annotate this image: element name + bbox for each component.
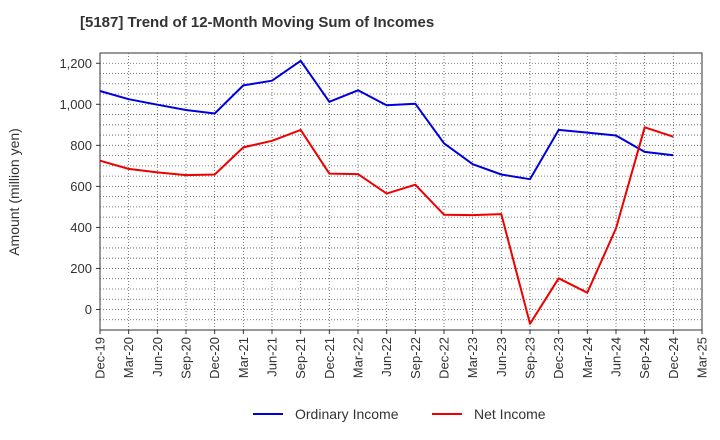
x-tick-label: Mar-24	[580, 337, 595, 378]
x-tick-label: Mar-23	[465, 337, 480, 378]
series-lines	[99, 59, 674, 325]
x-tick-label: Jun-24	[609, 337, 624, 377]
x-tick-label: Sep-21	[293, 337, 308, 379]
series-line-net-income	[99, 126, 674, 325]
x-tick-label: Sep-22	[408, 337, 423, 379]
x-tick-label: Mar-25	[695, 337, 710, 378]
y-tick-label: 1,200	[59, 56, 92, 71]
x-tick-label: Mar-22	[351, 337, 366, 378]
x-tick-label: Dec-24	[666, 337, 681, 379]
x-tick-label: Dec-22	[437, 337, 452, 379]
x-tick-label: Mar-20	[121, 337, 136, 378]
legend: Ordinary Income Net Income	[253, 406, 546, 422]
x-tick-label: Sep-24	[637, 337, 652, 379]
x-tick-label: Sep-20	[179, 337, 194, 379]
legend-label-net-income: Net Income	[474, 406, 546, 422]
y-tick-label: 800	[70, 138, 92, 153]
y-tick-label: 0	[85, 302, 92, 317]
series-line-ordinary-income	[99, 59, 674, 181]
x-tick-label: Jun-22	[379, 337, 394, 377]
x-tick-label: Dec-23	[551, 337, 566, 379]
y-axis-title: Amount (million yen)	[6, 128, 22, 256]
y-axis-ticks: 0 200 400 600 800 1,000 1,200	[59, 56, 100, 317]
legend-label-ordinary-income: Ordinary Income	[295, 406, 399, 422]
x-tick-label: Mar-21	[236, 337, 251, 378]
y-tick-label: 400	[70, 220, 92, 235]
chart-title: [5187] Trend of 12-Month Moving Sum of I…	[80, 14, 435, 31]
x-tick-label: Jun-23	[494, 337, 509, 377]
plot-area	[99, 52, 703, 331]
x-tick-label: Dec-20	[207, 337, 222, 379]
x-tick-label: Jun-20	[150, 337, 165, 377]
x-tick-label: Jun-21	[265, 337, 280, 377]
y-tick-label: 1,000	[59, 97, 92, 112]
y-tick-label: 200	[70, 261, 92, 276]
x-axis-ticks: Dec-19 Mar-20 Jun-20 Sep-20 Dec-20 Mar-21 Jun-…	[93, 330, 710, 379]
x-tick-label: Dec-19	[93, 337, 108, 379]
grid-lines	[100, 53, 702, 330]
x-tick-label: Dec-21	[322, 337, 337, 379]
y-tick-label: 600	[70, 179, 92, 194]
x-tick-label: Sep-23	[523, 337, 538, 379]
